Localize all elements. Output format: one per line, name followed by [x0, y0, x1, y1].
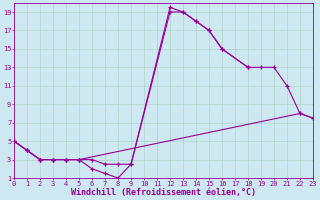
X-axis label: Windchill (Refroidissement éolien,°C): Windchill (Refroidissement éolien,°C): [71, 188, 256, 197]
